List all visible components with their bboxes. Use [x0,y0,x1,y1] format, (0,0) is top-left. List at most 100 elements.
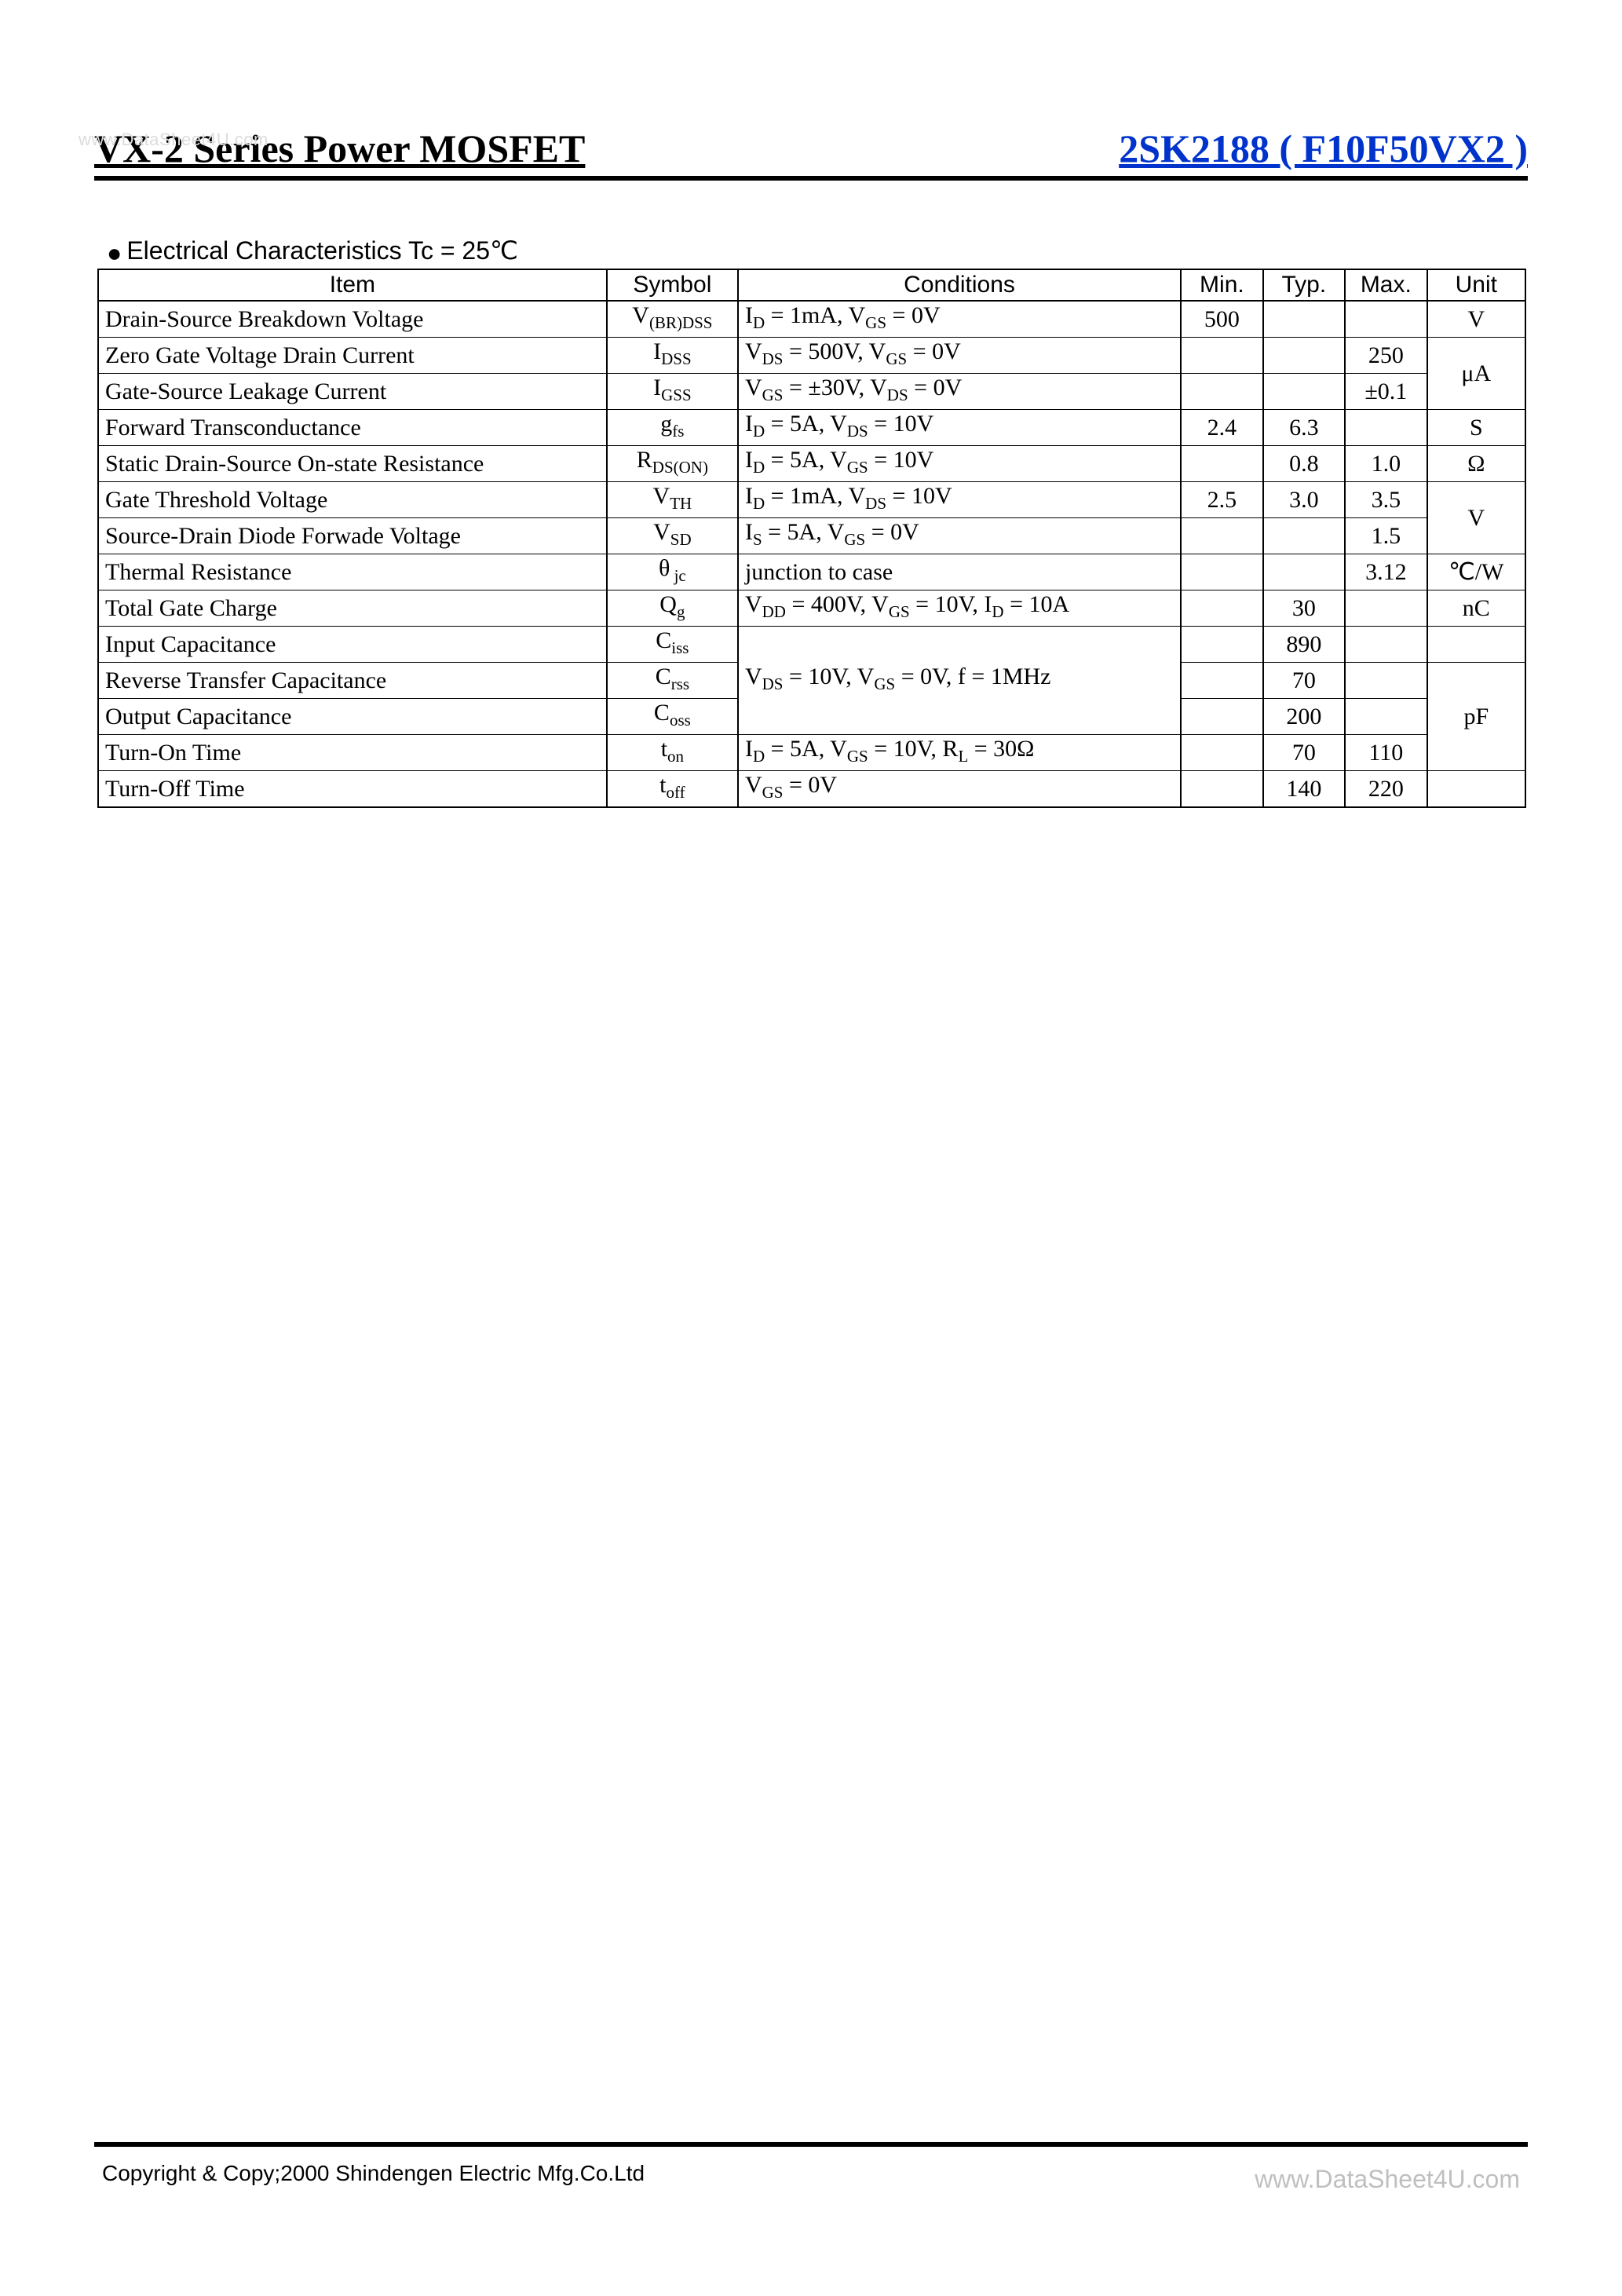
cell-symbol: toff [607,771,738,808]
cell-typ: 140 [1263,771,1345,808]
cell-min [1181,446,1262,482]
cell-max [1345,627,1427,663]
cell-unit [1427,771,1525,808]
table-row: Gate-Source Leakage CurrentIGSSVGS = ±30… [98,374,1525,410]
cell-unit: S [1427,410,1525,446]
table-head: ItemSymbolConditionsMin.Typ.Max.Unit [98,269,1525,301]
cell-symbol: θ jc [607,554,738,590]
electrical-characteristics-table: ItemSymbolConditionsMin.Typ.Max.Unit Dra… [97,269,1526,808]
cell-min [1181,374,1262,410]
cell-unit: Ω [1427,446,1525,482]
cell-typ: 70 [1263,735,1345,771]
watermark-bottom-right: www.DataSheet4U.com [1255,2165,1520,2194]
table-row: Gate Threshold VoltageVTHID = 1mA, VDS =… [98,482,1525,518]
cell-item: Total Gate Charge [98,590,607,627]
cell-symbol: V(BR)DSS [607,301,738,338]
header-title-right: 2SK2188 ( F10F50VX2 ) [1119,126,1528,171]
cell-typ: 200 [1263,699,1345,735]
cell-symbol: Ciss [607,627,738,663]
cell-typ [1263,338,1345,374]
table-row: Drain-Source Breakdown VoltageV(BR)DSSID… [98,301,1525,338]
cell-max: 1.5 [1345,518,1427,554]
section-title-text: Electrical Characteristics Tc = 25℃ [126,236,518,265]
cell-max [1345,590,1427,627]
cell-conditions: ID = 5A, VGS = 10V [738,446,1181,482]
cell-conditions: IS = 5A, VGS = 0V [738,518,1181,554]
cell-item: Static Drain-Source On-state Resistance [98,446,607,482]
cell-symbol: IDSS [607,338,738,374]
cell-item: Thermal Resistance [98,554,607,590]
bullet-icon: ● [107,240,122,265]
cell-max: ±0.1 [1345,374,1427,410]
cell-max: 1.0 [1345,446,1427,482]
cell-max: 220 [1345,771,1427,808]
cell-conditions: VGS = ±30V, VDS = 0V [738,374,1181,410]
datasheet-page: www.DataSheet4U.com VX-2 Series Power MO… [0,0,1622,2296]
cell-conditions: ID = 1mA, VGS = 0V [738,301,1181,338]
cell-max: 250 [1345,338,1427,374]
table-row: Static Drain-Source On-state ResistanceR… [98,446,1525,482]
cell-unit [1427,627,1525,663]
cell-typ [1263,518,1345,554]
cell-item: Drain-Source Breakdown Voltage [98,301,607,338]
cell-max: 3.12 [1345,554,1427,590]
cell-conditions: junction to case [738,554,1181,590]
cell-min: 500 [1181,301,1262,338]
table-row: Turn-On TimetonID = 5A, VGS = 10V, RL = … [98,735,1525,771]
cell-max: 110 [1345,735,1427,771]
col-header-min: Min. [1181,269,1262,301]
cell-typ: 70 [1263,663,1345,699]
cell-min [1181,627,1262,663]
cell-conditions: VDS = 500V, VGS = 0V [738,338,1181,374]
cell-min: 2.5 [1181,482,1262,518]
table-row: Zero Gate Voltage Drain CurrentIDSSVDS =… [98,338,1525,374]
table-row: Forward TransconductancegfsID = 5A, VDS … [98,410,1525,446]
cell-typ: 0.8 [1263,446,1345,482]
cell-item: Turn-On Time [98,735,607,771]
cell-max [1345,699,1427,735]
cell-conditions: VDS = 10V, VGS = 0V, f = 1MHz [738,627,1181,735]
cell-symbol: VTH [607,482,738,518]
table-body: Drain-Source Breakdown VoltageV(BR)DSSID… [98,301,1525,807]
cell-symbol: Crss [607,663,738,699]
cell-conditions: VDD = 400V, VGS = 10V, ID = 10A [738,590,1181,627]
cell-typ [1263,374,1345,410]
cell-typ: 6.3 [1263,410,1345,446]
watermark-top-left: www.DataSheet4U.com [79,130,269,150]
cell-item: Output Capacitance [98,699,607,735]
cell-max [1345,663,1427,699]
cell-item: Source-Drain Diode Forwade Voltage [98,518,607,554]
cell-min [1181,663,1262,699]
cell-min [1181,518,1262,554]
table-row: Source-Drain Diode Forwade VoltageVSDIS … [98,518,1525,554]
table-row: Total Gate ChargeQgVDD = 400V, VGS = 10V… [98,590,1525,627]
cell-typ: 890 [1263,627,1345,663]
cell-typ [1263,554,1345,590]
cell-unit: V [1427,482,1525,554]
col-header-typ: Typ. [1263,269,1345,301]
cell-unit: ℃/W [1427,554,1525,590]
cell-min [1181,699,1262,735]
table-row: Thermal Resistanceθ jcjunction to case 3.… [98,554,1525,590]
cell-item: Zero Gate Voltage Drain Current [98,338,607,374]
cell-min [1181,771,1262,808]
cell-symbol: ton [607,735,738,771]
col-header-max: Max. [1345,269,1427,301]
cell-item: Gate-Source Leakage Current [98,374,607,410]
cell-symbol: RDS(ON) [607,446,738,482]
footer-rule [94,2142,1528,2147]
cell-typ [1263,301,1345,338]
cell-min: 2.4 [1181,410,1262,446]
cell-conditions: ID = 5A, VGS = 10V, RL = 30Ω [738,735,1181,771]
cell-min [1181,554,1262,590]
col-header-sym: Symbol [607,269,738,301]
cell-conditions: ID = 5A, VDS = 10V [738,410,1181,446]
cell-item: Gate Threshold Voltage [98,482,607,518]
cell-unit: V [1427,301,1525,338]
cell-conditions: VGS = 0V [738,771,1181,808]
cell-symbol: IGSS [607,374,738,410]
cell-symbol: VSD [607,518,738,554]
col-header-item: Item [98,269,607,301]
cell-typ: 30 [1263,590,1345,627]
cell-min [1181,590,1262,627]
